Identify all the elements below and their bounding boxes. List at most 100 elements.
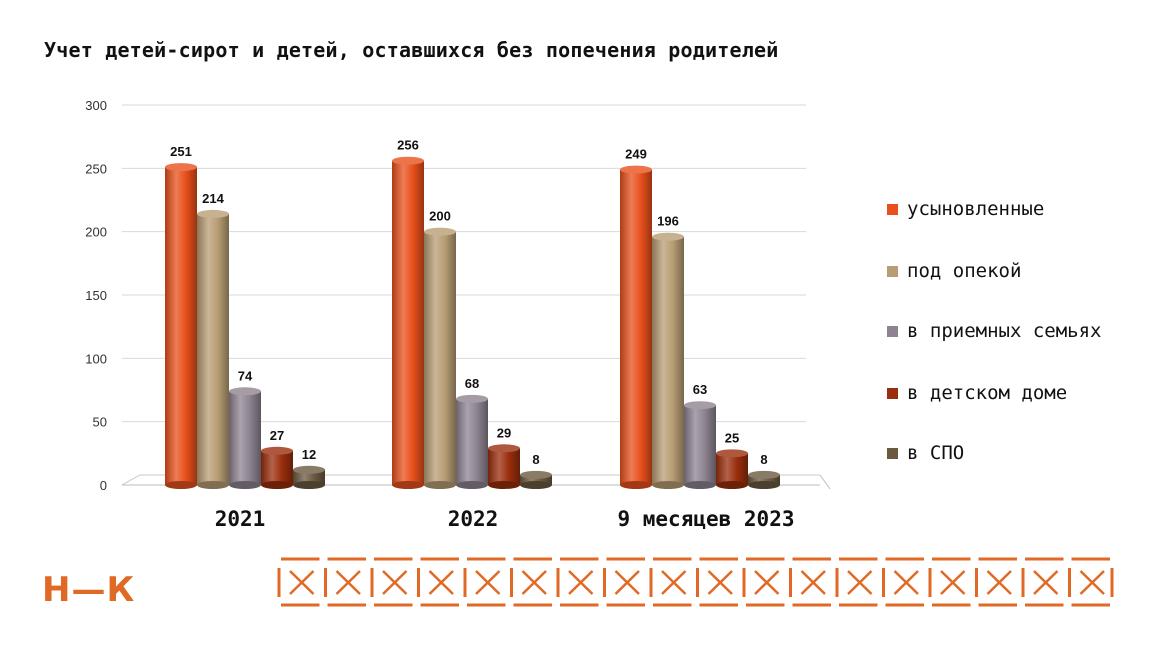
bar-9-месяцев-2023-в-СПО [748,474,780,485]
bar-cap [392,156,424,165]
data-label: 256 [397,138,419,153]
bar-base [165,481,197,489]
x-axis-edge [819,474,831,490]
bar-cap [165,163,197,172]
decorative-pattern [277,557,1114,607]
bar-cap [748,470,780,479]
pattern-cell [649,557,692,607]
bar-base [424,481,456,489]
data-label: 63 [693,382,707,397]
pattern-cell [556,557,599,607]
bar-base [197,481,229,489]
data-label: 74 [238,368,253,383]
bar-2022-в-приемных-семьях [456,398,488,485]
logo: Н—К [42,570,136,610]
legend-item: в детском доме [887,380,1137,407]
chart-title: Учет детей-сирот и детей, оставшихся без… [44,38,779,62]
legend-label: в детском доме [907,382,1068,404]
bar-cap [652,232,684,241]
pattern-cell [696,557,738,607]
y-tick-label: 150 [85,288,107,303]
pattern-cell [835,557,878,607]
x-tick-label: 9 месяцев 2023 [617,507,794,531]
bar-cap [620,165,652,174]
data-label: 251 [170,144,192,159]
y-tick-label: 200 [85,225,107,240]
bar-cap [520,470,552,479]
legend-item: в приемных семьях [887,318,1137,345]
pattern-cell [975,557,1017,607]
bar-base [652,481,684,489]
bar-2021-в-детском-доме [261,450,293,485]
data-label: 200 [429,209,451,224]
legend-label: под опекой [907,260,1022,282]
legend-label: в приемных семьях [907,320,1102,342]
bar-2021-под-опекой [197,213,229,485]
floor-edge [121,474,820,486]
data-label: 8 [532,452,539,467]
bar-base [520,481,552,489]
pattern-cell [742,557,785,607]
data-label: 29 [497,425,511,440]
bar-cap [716,449,748,458]
x-tick-label: 2022 [448,507,499,531]
pattern-cell [463,557,506,607]
bar-base [392,481,424,489]
legend-swatch [887,266,898,277]
bar-9-месяцев-2023-в-детском-доме [716,453,748,485]
bar-base [261,481,293,489]
data-label: 249 [625,147,647,162]
y-tick-label: 50 [93,415,107,430]
legend-item: под опекой [887,258,1137,285]
bar-2022-усыновленные [392,160,424,485]
bar-2021-усыновленные [165,167,197,486]
y-tick-label: 100 [85,351,107,366]
bar-base [716,481,748,489]
bar-cap [261,446,293,455]
bar-base [293,481,325,489]
pattern-cell [882,557,924,607]
data-label: 8 [760,452,767,467]
bar-2021-в-СПО [293,469,325,485]
bar-cap [197,209,229,218]
x-tick-label: 2021 [215,507,266,531]
bars [165,156,780,489]
y-tick-label: 0 [100,478,107,493]
legend-label: в СПО [907,442,965,464]
bar-base [684,481,716,489]
pattern-cell [603,557,645,607]
legend-item: в СПО [887,440,1137,467]
pattern-cell [510,557,552,607]
pattern-cell [417,557,459,607]
y-tick-label: 300 [85,98,107,113]
bar-2022-в-СПО [520,474,552,485]
pattern-cell [324,557,366,607]
bar-base [620,481,652,489]
data-labels: 251 214 74 27 12 256 200 68 29 8 249 196 63 25 8 [170,138,767,467]
bar-cap [293,465,325,474]
data-label: 27 [270,428,284,443]
bar-base [456,481,488,489]
bar-cap [488,444,520,453]
bar-base [488,481,520,489]
pattern-cell [928,557,971,607]
data-label: 196 [657,214,679,229]
bar-base [229,481,261,489]
bar-9-месяцев-2023-усыновленные [620,169,652,485]
legend-swatch [887,326,898,337]
bar-cap [229,387,261,396]
bar-cap [684,401,716,410]
pattern-cell [1021,557,1064,607]
legend-swatch [887,448,898,459]
pattern-cell [277,557,320,607]
data-label: 68 [465,376,479,391]
bar-cap [456,394,488,403]
data-label: 25 [725,430,739,445]
y-tick-label: 250 [85,161,107,176]
data-label: 12 [302,447,316,462]
legend-item: усыновленные [887,196,1137,223]
pattern-cell [789,557,831,607]
bar-2022-в-детском-доме [488,448,520,485]
bar-2022-под-опекой [424,231,456,485]
